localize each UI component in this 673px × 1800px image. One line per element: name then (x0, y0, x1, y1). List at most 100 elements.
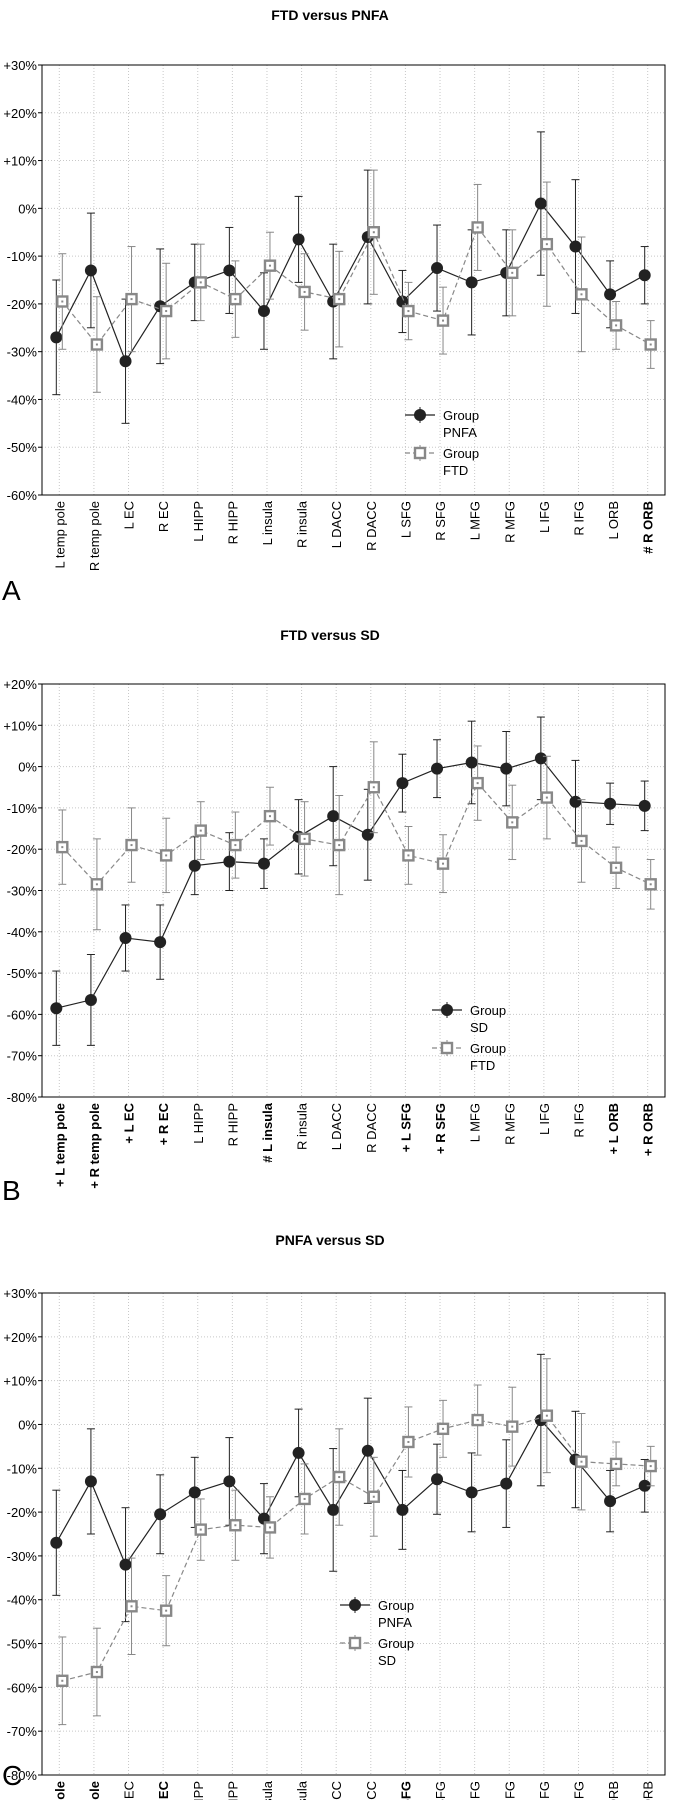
data-point-center (649, 883, 652, 886)
chart-panel-2: PNFA versus SD C +30% +20% +10% 0% -10% -20% -30… (2, 1232, 666, 1800)
data-point-center (303, 290, 306, 293)
x-category-label: R ORB (641, 1781, 656, 1800)
data-point-center (407, 854, 410, 857)
data-point-center (303, 1497, 306, 1500)
data-point-center (95, 1671, 98, 1674)
data-point-center (545, 243, 548, 246)
x-category-label: L DACC (329, 1103, 344, 1150)
legend: Group PNFA Group FTD (405, 407, 479, 478)
x-category-label: L EC (122, 1781, 137, 1800)
data-point (154, 936, 167, 949)
x-category-label: R insula (295, 1780, 310, 1800)
x-category-label: R DACC (364, 1103, 379, 1153)
data-point-center (372, 231, 375, 234)
legend: Group PNFA Group SD (340, 1597, 414, 1668)
data-point (327, 810, 340, 823)
data-point-center (615, 866, 618, 869)
data-point (223, 855, 236, 868)
data-point (638, 269, 651, 282)
x-category-label: L IFG (537, 501, 552, 533)
data-point-center (303, 837, 306, 840)
x-category-label: L MFG (468, 1103, 483, 1142)
data-point (361, 828, 374, 841)
data-point (431, 1473, 444, 1486)
data-point (465, 276, 478, 289)
x-category-label: # R ORB (641, 501, 656, 554)
legend-label: Group (378, 1598, 414, 1613)
x-category-label: R MFG (502, 501, 517, 543)
data-point (604, 288, 617, 301)
data-point-center (61, 300, 64, 303)
data-point (534, 752, 547, 765)
data-point-center (649, 1465, 652, 1468)
chart-title: PNFA versus SD (275, 1232, 384, 1248)
y-tick-label: -60% (7, 488, 38, 503)
data-point-center (130, 298, 133, 301)
data-point-center (476, 782, 479, 785)
legend-marker (414, 409, 426, 421)
legend-label: FTD (443, 463, 468, 478)
series-line (55, 1419, 645, 1566)
x-category-label: + R EC (156, 1102, 171, 1145)
y-tick-label: +20% (3, 106, 37, 121)
y-tick-label: -30% (7, 345, 38, 360)
data-point (396, 777, 409, 790)
y-tick-label: +10% (3, 1374, 37, 1389)
data-point (638, 1479, 651, 1492)
data-point (604, 1495, 617, 1508)
x-category-label: + L EC (122, 1102, 137, 1143)
data-point (84, 1475, 97, 1488)
data-point (257, 857, 270, 870)
y-tick-label: +30% (3, 58, 37, 73)
data-point-center (95, 343, 98, 346)
y-tick-label: -10% (7, 1461, 38, 1476)
data-point-center (199, 1528, 202, 1531)
data-point-center (580, 839, 583, 842)
x-category-label: L DACC (329, 1781, 344, 1800)
data-point-center (234, 844, 237, 847)
legend-marker (413, 446, 427, 460)
data-point-center (442, 1427, 445, 1430)
legend-label: Group (470, 1003, 506, 1018)
x-category-label: # L SFG (398, 1781, 413, 1800)
x-category-label: L insula (260, 500, 275, 545)
data-point-center (407, 310, 410, 313)
data-point (119, 931, 132, 944)
data-point (188, 859, 201, 872)
y-tick-label: -10% (7, 249, 38, 264)
data-point-center (95, 883, 98, 886)
x-category-label: L HIPP (191, 501, 206, 542)
data-point (292, 1446, 305, 1459)
x-category-label: L HIPP (191, 1103, 206, 1144)
x-category-label: + R temp pole (87, 1103, 102, 1189)
data-point (431, 762, 444, 775)
data-point-center (130, 1605, 133, 1608)
data-point (500, 1477, 513, 1490)
data-point (500, 762, 513, 775)
x-category-label: R HIPP (225, 1103, 240, 1146)
series-1 (56, 1358, 657, 1726)
data-point (431, 262, 444, 275)
x-category-label: L SFG (398, 501, 413, 538)
x-category-label: R DACC (364, 501, 379, 551)
y-tick-label: -70% (7, 1049, 38, 1064)
legend-label: SD (378, 1653, 396, 1668)
data-point-center (545, 796, 548, 799)
data-point-center (338, 298, 341, 301)
y-tick-label: +10% (3, 718, 37, 733)
data-point (638, 799, 651, 812)
y-tick-label: -40% (7, 925, 38, 940)
data-point-center (130, 844, 133, 847)
x-category-label: L HIPP (191, 1781, 206, 1800)
legend: Group SD Group FTD (432, 1002, 506, 1073)
series-0 (50, 131, 651, 424)
data-point-center (61, 1679, 64, 1682)
legend-label: SD (470, 1020, 488, 1035)
y-tick-label: -30% (7, 884, 38, 899)
y-tick-label: -10% (7, 801, 38, 816)
legend-label: Group (443, 446, 479, 461)
series-0 (50, 716, 651, 1046)
y-tick-label: -60% (7, 1680, 38, 1695)
y-tick-label: +10% (3, 154, 37, 169)
